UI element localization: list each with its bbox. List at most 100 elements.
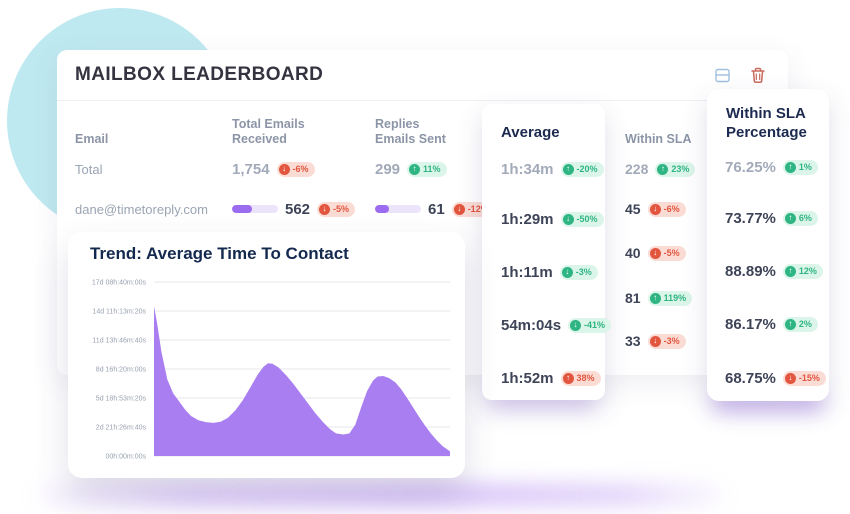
change-value: 38% [576,372,595,383]
metric-value: 88.89% [725,262,776,280]
arrow-up-icon: ↑ [784,318,796,330]
metric-cell: 68.75% ↓ -15% [725,368,826,388]
change-value: -20% [576,163,598,174]
change-badge: ↓ -3% [559,264,598,280]
metric-value: 299 [375,160,401,178]
change-value: 11% [423,163,441,174]
sla-percentage-card-title: Within SLA Percentage [726,105,807,141]
arrow-down-icon: ↓ [649,335,661,347]
change-badge: ↑ 23% [655,161,696,177]
y-axis-tick-label: 17d 08h:40m:00s [92,280,147,287]
change-badge: ↓ -5% [647,245,686,261]
arrow-up-icon: ↑ [409,163,421,175]
metric-value: 1h:34m [501,160,554,178]
average-card-title: Average [501,124,560,141]
metric-cell: 228 ↑ 23% [625,159,696,179]
metric-cell: 81 ↑ 119% [625,288,693,308]
y-axis-tick-label: 00h:00m:00s [106,454,147,461]
metric-cell: 562 ↓ -5% [232,199,356,219]
change-badge: ↑ 1% [782,159,818,175]
arrow-down-icon: ↓ [649,203,661,215]
y-axis-tick-label: 2d 21h:26m:40s [96,425,147,432]
change-badge: ↓ -3% [647,333,686,349]
change-badge: ↑ 11% [407,161,447,177]
change-badge: ↓ -6% [647,201,686,217]
email-cell[interactable]: dane@timetoreply.com [75,201,208,217]
metric-value: 73.77% [725,209,776,227]
metric-cell: 54m:04s ↓ -41% [501,315,612,335]
change-value: 1% [798,161,812,172]
change-value: -3% [663,335,680,346]
change-badge: ↑ 2% [782,316,818,332]
column-header-replies-sent: Replies Emails Sent [375,117,446,146]
metric-value: 33 [625,333,641,349]
arrow-up-icon: ↑ [562,163,574,175]
metric-value: 86.17% [725,315,776,333]
trend-card: Trend: Average Time To Contact 17d 08h:4… [68,232,465,478]
metric-value: 1h:52m [501,369,554,387]
progress-fill [232,205,252,213]
arrow-down-icon: ↓ [570,319,582,331]
column-header-email: Email [75,132,109,146]
y-axis-tick-label: 5d 18h:53m:20s [96,396,147,403]
metric-cell: 45 ↓ -6% [625,199,686,219]
split-view-icon [715,68,730,82]
split-view-button[interactable] [712,66,734,88]
change-value: -41% [584,319,606,330]
change-value: -50% [576,213,598,224]
change-badge: ↑ 6% [782,210,818,226]
metric-cell: 1h:11m ↓ -3% [501,262,598,282]
trend-card-title: Trend: Average Time To Contact [90,244,349,263]
change-value: -5% [663,247,680,258]
metric-value: 1h:29m [501,210,554,228]
purple-glow-band [36,484,724,506]
change-badge: ↑ -20% [560,161,604,177]
metric-cell: 299 ↑ 11% [375,159,447,179]
change-value: 12% [798,265,817,276]
arrow-up-icon: ↑ [784,212,796,224]
area-series [154,306,450,456]
metric-value: 68.75% [725,369,776,387]
email-cell[interactable]: Total [75,161,103,177]
change-value: 23% [671,163,690,174]
arrow-down-icon: ↓ [319,203,331,215]
change-value: -3% [575,266,592,277]
change-value: 2% [798,318,812,329]
metric-value: 1,754 [232,160,270,178]
change-value: -5% [333,203,350,214]
delete-button[interactable] [747,66,769,88]
metric-cell: 76.25% ↑ 1% [725,157,818,177]
progress-pill [375,205,421,213]
progress-fill [375,205,389,213]
average-column-card: Average 1h:34m ↑ -20% 1h:29m ↓ -50% 1h:11m ↓ -3%… [482,104,612,400]
change-value: -6% [292,163,309,174]
arrow-down-icon: ↓ [562,213,574,225]
metric-value: 228 [625,161,649,177]
metric-cell: 1h:34m ↑ -20% [501,159,604,179]
change-badge: ↑ 119% [647,290,693,306]
metric-cell: 1h:29m ↓ -50% [501,209,604,229]
y-axis-tick-label: 8d 16h:20m:00s [96,367,147,374]
change-value: 119% [663,292,687,303]
change-badge: ↓ -41% [568,317,612,333]
arrow-up-icon: ↑ [784,161,796,173]
trash-icon [751,67,765,83]
change-badge: ↑ 12% [782,263,823,279]
sla-percentage-card: Within SLA Percentage 76.25% ↑ 1% 73.77% ↑ 6%… [707,89,829,401]
y-axis-tick-label: 11d 13h:46m:40s [92,338,146,345]
change-value: -6% [663,203,680,214]
change-badge: ↓ -6% [276,161,315,177]
arrow-up-icon: ↑ [784,265,796,277]
metric-value: 81 [625,290,641,306]
metric-cell: 40 ↓ -5% [625,243,686,263]
arrow-down-icon: ↓ [278,163,290,175]
metric-cell: 88.89% ↑ 12% [725,261,823,281]
y-axis-tick-label: 14d 11h:13m:20s [92,309,146,316]
column-header-total-received: Total Emails Received [232,117,305,146]
metric-value: 54m:04s [501,316,562,334]
arrow-down-icon: ↓ [649,247,661,259]
metric-cell: 1,754 ↓ -6% [232,159,315,179]
change-badge: ↓ -5% [317,201,356,217]
arrow-down-icon: ↓ [561,266,573,278]
